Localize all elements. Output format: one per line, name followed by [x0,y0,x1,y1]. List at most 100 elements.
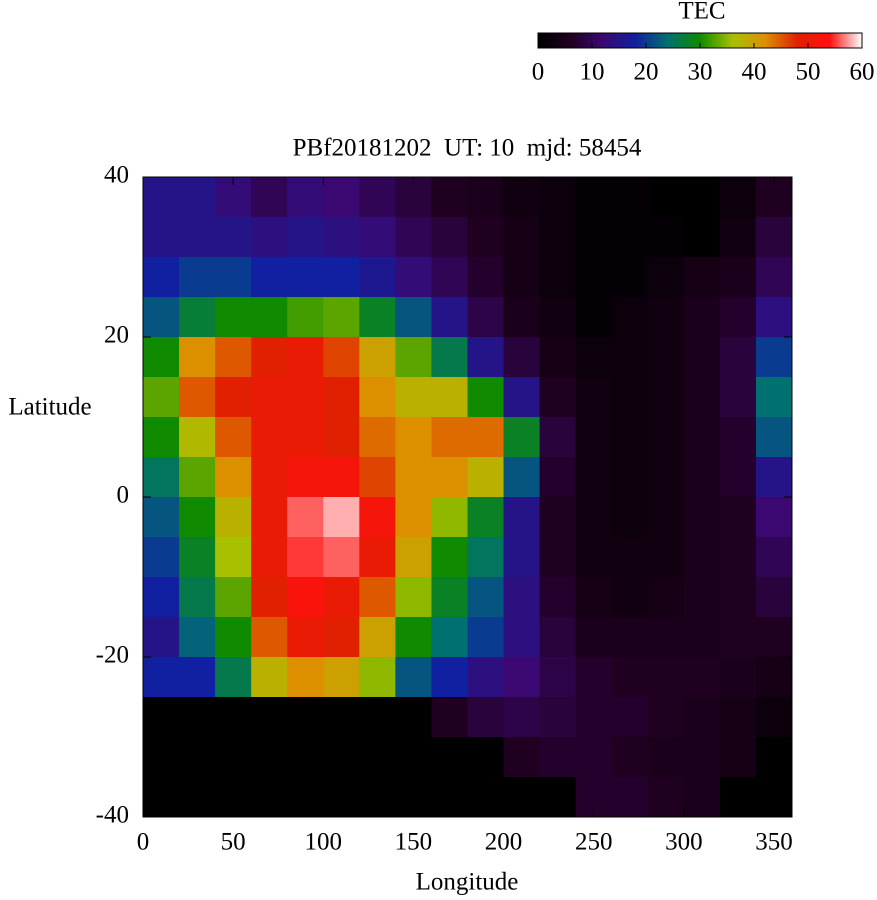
heat-cell [251,457,288,498]
heat-cell [647,737,685,778]
heat-cell [503,377,541,418]
heat-cell [395,337,432,378]
heat-cell [575,217,613,258]
heat-cell [575,577,613,618]
heat-cell [503,417,541,458]
heat-cell [251,537,288,578]
heat-cell [431,377,468,418]
heat-cell [503,657,541,698]
heat-cell [719,577,757,618]
heat-cell [755,577,793,618]
heat-cell [575,457,613,498]
heat-cell [539,217,577,258]
heat-cell [287,257,324,298]
heat-cell [143,697,180,738]
heat-cell [719,737,757,778]
heat-cell [467,577,505,618]
heat-cell [539,297,577,338]
heat-cell [755,537,793,578]
heat-cell [611,297,649,338]
heat-cell [431,457,468,498]
heat-cell [215,697,252,738]
heat-cell [611,417,649,458]
heat-cell [719,497,757,538]
heat-cell [431,177,468,218]
heat-cell [539,657,577,698]
heat-cell [647,697,685,738]
heat-cell [251,297,288,338]
heat-cell [251,497,288,538]
heat-cell [755,417,793,458]
heat-cell [359,177,396,218]
heat-cell [179,217,216,258]
heat-cell [395,497,432,538]
heat-cell [431,777,468,818]
heat-cell [503,577,541,618]
heat-cell [215,257,252,298]
heat-cell [683,737,721,778]
heat-cell [575,537,613,578]
heat-cell [755,457,793,498]
heat-cell [611,537,649,578]
heat-cell [755,617,793,658]
heat-cell [683,697,721,738]
heat-cell [215,657,252,698]
heat-cell [431,617,468,658]
heat-cell [719,377,757,418]
heat-cell [755,297,793,338]
heat-cell [539,777,577,818]
heat-cell [647,537,685,578]
heat-cell [503,217,541,258]
heat-cell [467,257,505,298]
heat-cell [719,697,757,738]
heat-cell [611,457,649,498]
heat-cell [431,257,468,298]
heat-cell [611,697,649,738]
x-tick-label: 150 [395,829,433,856]
heat-cell [539,697,577,738]
heat-cell [755,217,793,258]
heat-cell [395,217,432,258]
chart-title: PBf20181202 UT: 10 mjd: 58454 [293,135,642,162]
heat-cell [611,497,649,538]
heat-cell [755,657,793,698]
heat-cell [755,377,793,418]
heat-cell [683,257,721,298]
heat-cell [755,257,793,298]
heat-cell [287,497,324,538]
heat-cell [683,217,721,258]
heat-cell [323,297,360,338]
heat-cell [287,377,324,418]
colorbar-tick-label: 60 [850,59,875,86]
heat-cell [539,617,577,658]
heat-cell [719,337,757,378]
heat-cell [143,537,180,578]
x-tick-label: 250 [575,829,613,856]
heat-cell [395,457,432,498]
heat-cell [359,697,396,738]
heat-cell [179,177,216,218]
heat-cell [179,617,216,658]
colorbar-tick-label: 40 [742,59,767,86]
heat-cell [503,537,541,578]
heat-cell [179,257,216,298]
heat-cell [143,297,180,338]
heat-cell [251,617,288,658]
heat-cell [395,697,432,738]
heat-cell [575,417,613,458]
heat-cell [143,257,180,298]
y-tick-label: -20 [96,642,129,669]
heat-cell [323,657,360,698]
heat-cell [575,337,613,378]
heat-cell [539,497,577,538]
heat-cell [467,497,505,538]
heat-cell [575,657,613,698]
heat-cell [287,217,324,258]
heat-cell [647,337,685,378]
heat-cell [503,337,541,378]
heat-cell [719,617,757,658]
heat-cell [287,657,324,698]
colorbar-tick-label: 10 [580,59,605,86]
heat-cell [359,777,396,818]
y-tick-label: 20 [104,322,129,349]
